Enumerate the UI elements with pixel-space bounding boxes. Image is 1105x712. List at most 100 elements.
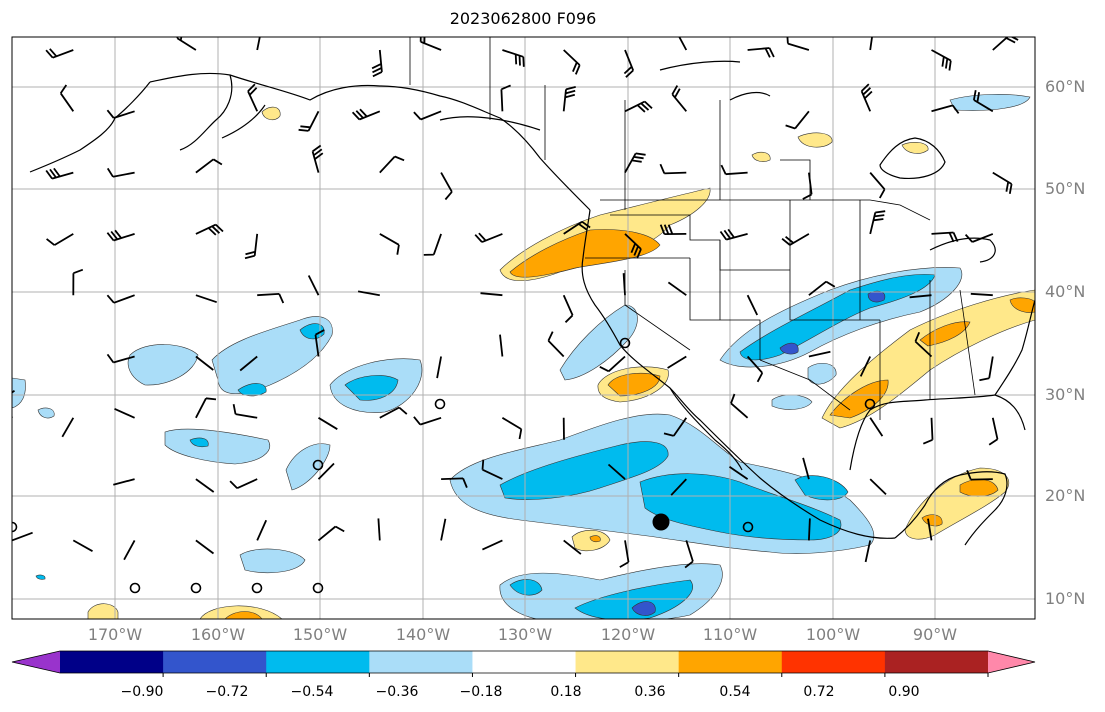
wind-barb: [379, 155, 405, 174]
wind-barb: [781, 233, 810, 246]
colorbar-segment: [163, 651, 267, 673]
calm-circle: [251, 582, 263, 594]
wind-barb: [859, 356, 872, 377]
wind-barb: [970, 292, 993, 297]
wind-barb: [659, 163, 687, 175]
wind-barb: [499, 334, 504, 357]
colorbar-tick-label: −0.36: [375, 684, 419, 700]
wind-barb: [232, 404, 258, 419]
lon-label-90w: 90°W: [912, 625, 958, 644]
wind-barb: [45, 48, 74, 59]
wind-barb: [607, 463, 626, 480]
wind-barb: [746, 294, 759, 316]
wind-barb: [229, 478, 258, 490]
wind-barbs: [12, 37, 1019, 569]
wind-barb: [106, 229, 135, 242]
wind-barb: [46, 233, 74, 246]
lat-label-10n: 10°N: [1045, 589, 1086, 608]
wind-barb: [106, 109, 135, 119]
calm-circle: [129, 582, 141, 594]
blue-patch-texas: [807, 362, 837, 385]
blue-spot-tiny: [35, 574, 46, 580]
wind-barb: [747, 47, 775, 58]
wind-barb: [547, 331, 565, 358]
wind-barb: [914, 331, 933, 358]
wind-barb: [61, 417, 75, 438]
wind-barb: [481, 459, 503, 480]
wind-barb: [624, 233, 642, 259]
wind-barb: [377, 518, 381, 541]
wind-barb: [678, 37, 688, 51]
wind-barb: [195, 223, 224, 236]
wind-barb: [864, 540, 872, 563]
lat-label-60n: 60°N: [1045, 77, 1086, 96]
orange-patch-pacific-nw: [509, 229, 661, 278]
wind-barb: [808, 350, 831, 358]
wind-barb: [922, 417, 934, 445]
wind-barb: [106, 294, 135, 304]
wind-barb: [802, 172, 813, 200]
wind-barb: [474, 232, 503, 243]
wind-barb: [239, 355, 258, 372]
colorbar-segment: [575, 651, 680, 673]
colorbar-extend-max: [988, 651, 1035, 673]
colorbar-tick-label: 0.72: [803, 684, 835, 700]
wind-barb: [720, 164, 748, 176]
wind-barb: [671, 85, 687, 112]
lon-label-140w: 140°W: [395, 625, 451, 644]
wind-barb: [351, 108, 381, 121]
orange-spot-yucatan: [921, 514, 943, 527]
wind-barb: [379, 406, 408, 419]
blue-patch-pacific-4: [285, 443, 331, 491]
map-background: [12, 37, 1035, 619]
yellow-patch-tropical: [571, 529, 611, 552]
shading-layer: [12, 94, 1035, 619]
wind-barb: [728, 465, 749, 480]
lon-label-160w: 160°W: [190, 625, 246, 644]
wind-barb: [802, 457, 810, 480]
wind-barb: [314, 329, 325, 357]
wind-barb: [563, 49, 581, 75]
lat-label-20n: 20°N: [1045, 486, 1086, 505]
colorbar-segment: [884, 651, 989, 673]
wind-barb: [371, 49, 383, 78]
colorbar-tick-label: 0.36: [634, 684, 666, 700]
colorbar-segment: [678, 651, 783, 673]
blue-core-south-1: [509, 579, 543, 596]
wind-barb: [670, 478, 687, 496]
calm-circle: [312, 459, 324, 471]
blue-patch-north: [949, 94, 1031, 111]
wind-barb: [500, 84, 511, 112]
wind-barb: [966, 469, 993, 481]
wind-barb: [667, 355, 687, 369]
wind-barb: [785, 110, 810, 130]
wind-barb: [860, 83, 873, 112]
wind-barb: [599, 355, 626, 373]
wind-barb: [808, 280, 836, 296]
wind-barb: [931, 231, 959, 243]
wind-barb: [623, 49, 635, 78]
wind-barb: [256, 519, 268, 541]
orange-spot-tropical: [589, 535, 601, 543]
wind-barb: [45, 167, 74, 180]
wind-barb: [176, 37, 197, 51]
yellow-patch-hudson: [901, 141, 929, 154]
blue-core-central-us: [739, 274, 936, 361]
wind-barb: [12, 479, 13, 481]
wind-barb: [423, 233, 442, 256]
wind-barb: [659, 224, 687, 235]
wind-barb: [563, 220, 591, 235]
wind-barb: [667, 281, 687, 296]
wind-barb: [12, 531, 33, 542]
calm-circle: [434, 398, 446, 410]
wind-barb: [106, 353, 135, 364]
wind-barb: [307, 275, 320, 296]
colorbar-segment: [369, 651, 473, 673]
blue-patch-hawaii: [164, 428, 270, 465]
wind-barb: [113, 478, 135, 486]
wind-barb: [786, 37, 810, 51]
wind-barb: [441, 477, 468, 488]
wind-barb: [663, 417, 688, 437]
lon-label-150w: 150°W: [292, 625, 348, 644]
